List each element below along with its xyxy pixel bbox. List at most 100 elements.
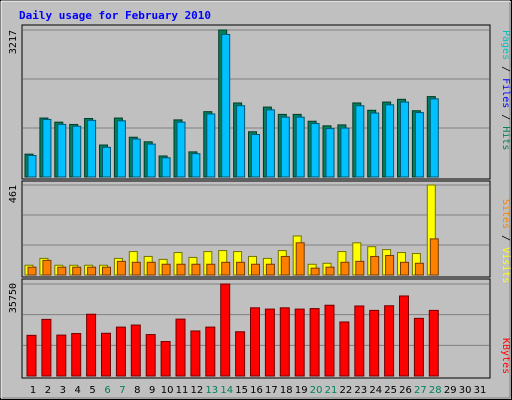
sites-bar <box>385 254 395 276</box>
files-bar <box>340 127 350 178</box>
day-axis: 1 2 3 4 5 6 7 8 9 10 11 12 13 14 15 16 17 18 19 20 21 22 23 24 2… <box>30 385 487 396</box>
kbytes-bar <box>86 313 97 377</box>
kbytes-bar <box>175 318 186 377</box>
kbytes-bar <box>130 324 141 377</box>
sites-bar <box>206 263 216 276</box>
sites-bar <box>325 266 335 276</box>
day-label: 31 <box>474 385 487 396</box>
sites-bar <box>280 255 290 276</box>
day-label: 12 <box>191 385 204 396</box>
day-label: 8 <box>134 385 140 396</box>
files-bar <box>206 113 216 178</box>
legend-files: Files <box>500 78 511 108</box>
files-bar <box>72 125 82 178</box>
sites-bar <box>116 260 126 276</box>
files-bar <box>310 123 320 178</box>
kbytes-bar <box>145 334 156 377</box>
kbytes-bar <box>428 309 439 377</box>
files-bar <box>146 143 156 178</box>
legend-hits: Hits <box>500 126 511 150</box>
files-bar <box>27 155 37 178</box>
sites-bar <box>146 261 156 276</box>
day-label: 10 <box>161 385 174 396</box>
kbytes-bar <box>294 308 305 377</box>
files-bar <box>400 101 409 178</box>
files-bar <box>221 33 231 178</box>
kbytes-bar <box>160 341 171 377</box>
files-bar <box>325 128 335 178</box>
day-label: 14 <box>220 385 233 396</box>
legend-sep: / <box>500 229 511 247</box>
sites-bar <box>42 259 52 276</box>
files-bar <box>370 112 380 178</box>
kbytes-bar <box>399 295 409 377</box>
day-label: 13 <box>205 385 218 396</box>
sites-bar <box>251 263 260 276</box>
day-label: 22 <box>340 385 353 396</box>
files-bar <box>280 116 290 178</box>
legend-sep: / <box>500 108 511 126</box>
sites-bar <box>400 261 409 276</box>
day-label: 5 <box>89 385 95 396</box>
hits-ymax-label: 3217 <box>8 30 19 54</box>
kbytes-bar <box>205 326 216 377</box>
day-label: 9 <box>149 385 155 396</box>
day-label: 27 <box>414 385 427 396</box>
sites-bar <box>265 263 275 276</box>
legend-pages: Pages <box>500 30 511 60</box>
sites-bar <box>310 267 320 276</box>
day-label: 29 <box>444 385 457 396</box>
day-label: 19 <box>295 385 308 396</box>
kbytes-bar <box>235 331 246 377</box>
sites-bar <box>102 266 111 276</box>
files-bar <box>251 134 260 178</box>
day-label: 30 <box>459 385 472 396</box>
sites-bar <box>161 263 171 276</box>
day-label: 20 <box>310 385 323 396</box>
sites-bar <box>221 261 231 276</box>
day-label: 2 <box>45 385 51 396</box>
files-bar <box>102 146 111 178</box>
kbytes-bar <box>56 334 67 377</box>
sites-bar <box>191 263 201 276</box>
day-label: 7 <box>119 385 125 396</box>
files-bar <box>265 109 275 178</box>
legend-visits: Visits <box>500 247 511 283</box>
kbytes-bar <box>26 334 37 377</box>
sites-bar <box>295 242 305 276</box>
files-bar <box>236 105 246 178</box>
day-label: 25 <box>384 385 397 396</box>
kbytes-bar <box>101 332 111 377</box>
kbytes-bar <box>41 318 52 377</box>
legend-sites: Sites <box>500 199 511 229</box>
files-bar <box>131 138 141 178</box>
chart-title: Daily usage for February 2010 <box>19 9 211 22</box>
files-bar <box>355 105 365 178</box>
day-label: 1 <box>30 385 36 396</box>
kbytes-bar <box>309 308 320 377</box>
day-label: 3 <box>60 385 66 396</box>
day-label: 17 <box>265 385 278 396</box>
sites-bar <box>27 266 37 276</box>
sites-bar <box>355 260 365 276</box>
day-label: 26 <box>399 385 412 396</box>
day-label: 6 <box>104 385 110 396</box>
day-label: 16 <box>250 385 263 396</box>
visits-ymax-label: 461 <box>8 185 19 203</box>
kbytes-bar <box>279 307 290 377</box>
files-bar <box>191 153 201 178</box>
kbytes-bar <box>413 317 424 377</box>
day-label: 4 <box>75 385 81 396</box>
legend-kbytes: KBytes <box>500 338 511 374</box>
visits-legend: Sites / Visits <box>500 199 511 283</box>
files-bar <box>429 98 439 178</box>
sites-bar <box>429 238 439 276</box>
sites-bar <box>57 266 67 276</box>
sites-bar <box>72 266 82 276</box>
kbytes-bar <box>250 307 260 377</box>
day-label: 24 <box>369 385 382 396</box>
sites-bar <box>87 266 97 276</box>
kbytes-bar <box>369 309 380 377</box>
files-bar <box>414 112 424 178</box>
